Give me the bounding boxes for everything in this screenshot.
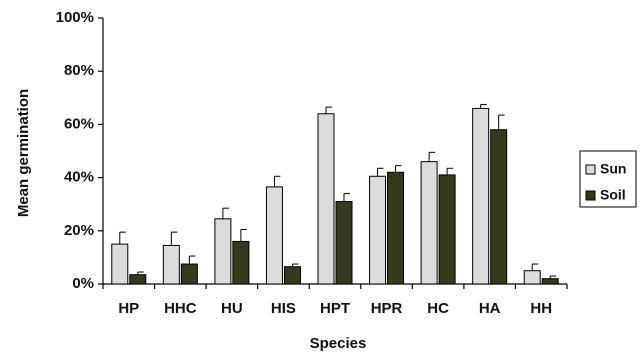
bar-soil bbox=[180, 263, 198, 285]
bar-soil bbox=[283, 266, 301, 285]
x-tick-label: HP bbox=[118, 300, 139, 317]
bar-soil bbox=[335, 201, 353, 285]
legend: Sun Soil bbox=[579, 150, 637, 208]
x-tick-label: HH bbox=[530, 300, 552, 317]
bar-soil bbox=[129, 274, 147, 285]
y-tick-label: 40% bbox=[64, 169, 94, 186]
x-axis: HP HHC HU HIS HPT HPR HC HA HH bbox=[102, 283, 568, 317]
bar-sun bbox=[265, 186, 283, 285]
x-tick-label: HPT bbox=[320, 300, 350, 317]
x-tick-label: HHC bbox=[164, 300, 197, 317]
legend-swatch-sun bbox=[585, 164, 596, 175]
x-axis-title: Species bbox=[310, 335, 367, 352]
bar-soil bbox=[438, 174, 456, 285]
bar-sun bbox=[111, 243, 129, 285]
y-axis: 0% 20% 40% 60% 80% 100% bbox=[56, 9, 104, 292]
bar-soil bbox=[541, 278, 559, 285]
bar-soil bbox=[387, 171, 405, 285]
bar-sun bbox=[523, 270, 541, 285]
bar-soil bbox=[232, 240, 250, 285]
legend-swatch-soil bbox=[585, 190, 596, 201]
x-tick-label: HIS bbox=[271, 300, 296, 317]
y-tick-label: 0% bbox=[72, 275, 94, 292]
legend-label-sun: Sun bbox=[600, 161, 626, 177]
y-tick-label: 20% bbox=[64, 222, 94, 239]
bar-sun bbox=[420, 161, 438, 285]
bar-sun bbox=[317, 113, 335, 285]
x-tick-label: HA bbox=[479, 300, 501, 317]
y-tick-label: 100% bbox=[56, 9, 94, 26]
legend-label-soil: Soil bbox=[600, 187, 626, 203]
bar-sun bbox=[214, 218, 232, 285]
bar-sun bbox=[162, 244, 180, 285]
x-tick-label: HPR bbox=[371, 300, 403, 317]
bar-sun bbox=[472, 107, 490, 285]
y-tick-label: 60% bbox=[64, 115, 94, 132]
bar-sun bbox=[369, 175, 387, 285]
y-tick-label: 80% bbox=[64, 62, 94, 79]
x-tick-label: HU bbox=[221, 300, 243, 317]
x-tick-label: HC bbox=[427, 300, 449, 317]
y-axis-title: Mean germination bbox=[15, 89, 32, 217]
bar-soil bbox=[490, 129, 508, 285]
bars bbox=[111, 103, 559, 285]
